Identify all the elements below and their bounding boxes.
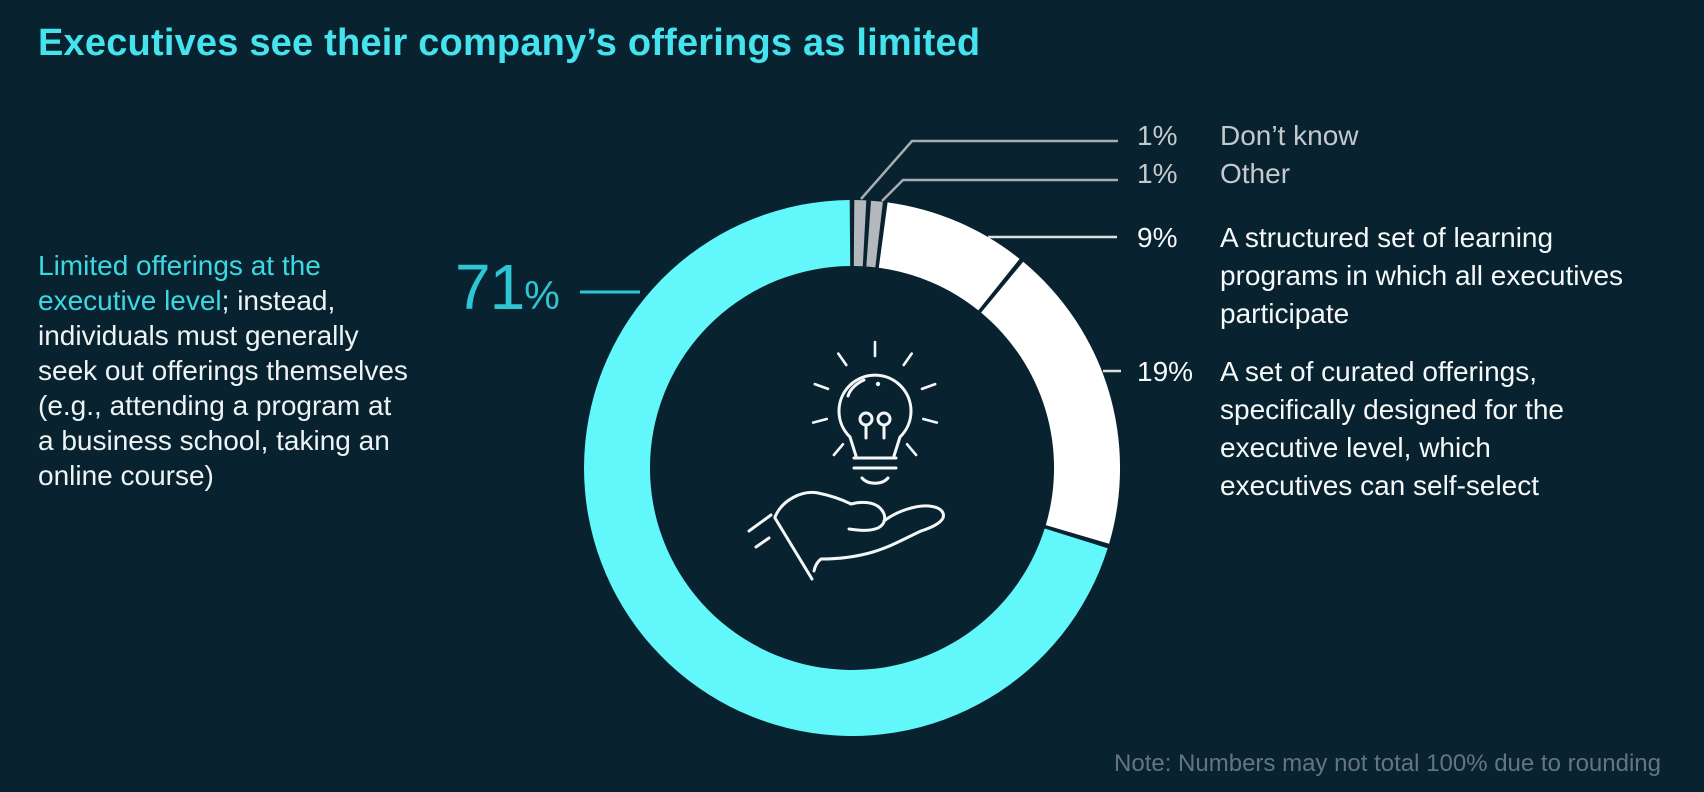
- callout-highlight: Limited offerings at the executive level: [38, 250, 321, 316]
- page-title: Executives see their company’s offerings…: [38, 22, 981, 64]
- callout-rest: ; instead, individuals must generally se…: [38, 285, 408, 491]
- big-percent-sign: %: [524, 274, 560, 318]
- bulb-rays: [811, 340, 939, 457]
- legend-label-other: Other: [1220, 158, 1291, 189]
- donut-segment-structured: [878, 202, 1020, 311]
- footnote: Note: Numbers may not total 100% due to …: [1114, 750, 1661, 777]
- legend-label-curated: A set of curated offerings, specifically…: [1220, 356, 1564, 501]
- leader-line-other: [881, 178, 1118, 202]
- leader-line-dont-know: [860, 139, 1118, 200]
- callout-text: Limited offerings at the executive level…: [38, 248, 408, 493]
- hand-icon: [747, 490, 945, 581]
- legend-value-dont-know: 1%: [1137, 120, 1178, 151]
- legend-value-curated: 19%: [1137, 356, 1194, 387]
- bulb-base-smile: [860, 476, 890, 485]
- filament-loop: [858, 411, 874, 427]
- legend-value-structured: 9%: [1137, 222, 1178, 253]
- legend-label-dont-know: Don’t know: [1220, 120, 1359, 151]
- donut-segment-dont-know: [853, 200, 867, 267]
- legend-label-structured: A structured set of learning programs in…: [1220, 222, 1624, 329]
- donut-segments: [584, 200, 1121, 736]
- big-percent-label: 71%: [455, 250, 560, 324]
- filament-loop: [876, 411, 892, 427]
- donut-segment-curated: [981, 261, 1121, 544]
- bulb-outline-icon: [837, 373, 913, 458]
- lightbulb-hand-icon: [747, 340, 945, 581]
- leader-lines: [580, 139, 1121, 373]
- legend-value-other: 1%: [1137, 158, 1178, 189]
- big-percent-value: 71: [455, 251, 525, 323]
- donut-segment-other: [866, 200, 883, 268]
- bulb-shine-dot: [875, 381, 881, 387]
- bulb-shine-arc: [846, 378, 866, 398]
